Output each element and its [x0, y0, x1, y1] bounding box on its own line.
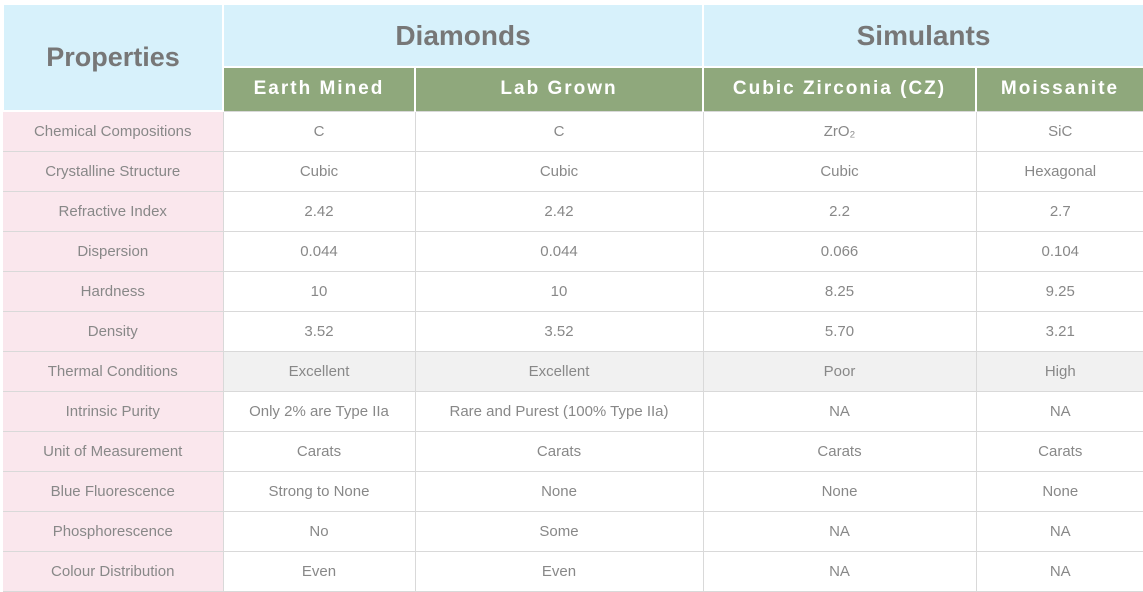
column-header-row: Earth Mined Lab Grown Cubic Zirconia (CZ… — [3, 66, 1143, 112]
cell-value: ZrO₂ — [702, 110, 977, 152]
cell-value: Excellent — [222, 350, 416, 392]
column-header-cubic-zirconia: Cubic Zirconia (CZ) — [702, 66, 978, 112]
cell-value: Only 2% are Type IIa — [222, 390, 416, 432]
cell-value: 10 — [414, 270, 704, 312]
column-header-earth-mined: Earth Mined — [222, 66, 416, 112]
cell-value: None — [414, 470, 704, 512]
row-label: Crystalline Structure — [3, 150, 224, 192]
cell-value: Strong to None — [222, 470, 416, 512]
cell-value: 2.2 — [702, 190, 977, 232]
table-row: Hardness 10 10 8.25 9.25 — [3, 270, 1143, 312]
cell-value: Cubic — [414, 150, 704, 192]
table-row: Intrinsic Purity Only 2% are Type IIa Rare… — [3, 390, 1143, 432]
table-row: Chemical Compositions C C ZrO₂ SiC — [3, 110, 1143, 152]
cell-value: SiC — [975, 110, 1143, 152]
table-row: Thermal Conditions Excellent Excellent Poor… — [3, 350, 1143, 392]
cell-value: None — [702, 470, 977, 512]
row-label: Refractive Index — [3, 190, 224, 232]
cell-value: Even — [414, 550, 704, 592]
row-label: Chemical Compositions — [3, 110, 224, 152]
cell-value: Rare and Purest (100% Type IIa) — [414, 390, 704, 432]
cell-value: NA — [702, 550, 977, 592]
cell-value: 9.25 — [975, 270, 1143, 312]
cell-value: Carats — [222, 430, 416, 472]
cell-value: 2.42 — [414, 190, 704, 232]
cell-value: NA — [702, 510, 977, 552]
cell-value: NA — [975, 390, 1143, 432]
cell-value: 0.104 — [975, 230, 1143, 272]
row-label: Unit of Measurement — [3, 430, 224, 472]
cell-value: Carats — [414, 430, 704, 472]
cell-value: No — [222, 510, 416, 552]
cell-value: Carats — [702, 430, 977, 472]
row-label: Colour Distribution — [3, 550, 224, 592]
comparison-table: Properties Diamonds Simulants Earth Mine… — [2, 3, 1143, 592]
cell-value: Excellent — [414, 350, 704, 392]
cell-value: Carats — [975, 430, 1143, 472]
cell-value: Cubic — [702, 150, 977, 192]
column-header-lab-grown: Lab Grown — [413, 66, 705, 112]
table-row: Density 3.52 3.52 5.70 3.21 — [3, 310, 1143, 352]
cell-value: NA — [975, 510, 1143, 552]
cell-value: 0.044 — [414, 230, 704, 272]
row-label: Dispersion — [3, 230, 224, 272]
cell-value: 3.52 — [222, 310, 416, 352]
cell-value: Poor — [702, 350, 977, 392]
group-header-diamonds: Diamonds — [221, 3, 705, 68]
table-row: Dispersion 0.044 0.044 0.066 0.104 — [3, 230, 1143, 272]
column-header-moissanite: Moissanite — [975, 66, 1143, 112]
row-label: Thermal Conditions — [3, 350, 224, 392]
group-header-row: Properties Diamonds Simulants — [2, 3, 1143, 112]
cell-value: 2.7 — [975, 190, 1143, 232]
group-header-simulants: Simulants — [702, 3, 1143, 68]
row-label: Intrinsic Purity — [3, 390, 224, 432]
cell-value: 8.25 — [702, 270, 977, 312]
cell-value: NA — [702, 390, 977, 432]
cell-value: 0.066 — [702, 230, 977, 272]
cell-value: Hexagonal — [975, 150, 1143, 192]
cell-value: 0.044 — [222, 230, 416, 272]
cell-value: C — [414, 110, 704, 152]
cell-value: C — [222, 110, 416, 152]
cell-value: High — [975, 350, 1143, 392]
cell-value: 3.52 — [414, 310, 704, 352]
table-body: Chemical Compositions C C ZrO₂ SiC Crystallin… — [3, 110, 1143, 592]
row-label: Density — [3, 310, 224, 352]
cell-value: Even — [222, 550, 416, 592]
table-row: Crystalline Structure Cubic Cubic Cubic Hexa… — [3, 150, 1143, 192]
cell-value: 10 — [222, 270, 416, 312]
row-label: Phosphorescence — [3, 510, 224, 552]
table-row: Unit of Measurement Carats Carats Carats Car… — [3, 430, 1143, 472]
row-label: Blue Fluorescence — [3, 470, 224, 512]
cell-value: NA — [975, 550, 1143, 592]
cell-value: 3.21 — [975, 310, 1143, 352]
table-row: Colour Distribution Even Even NA NA — [3, 550, 1143, 592]
cell-value: None — [975, 470, 1143, 512]
table-row: Phosphorescence No Some NA NA — [3, 510, 1143, 552]
properties-header-cell: Properties — [2, 3, 224, 112]
cell-value: Cubic — [222, 150, 416, 192]
cell-value: 5.70 — [702, 310, 977, 352]
row-label: Hardness — [3, 270, 224, 312]
cell-value: 2.42 — [222, 190, 416, 232]
table-row: Refractive Index 2.42 2.42 2.2 2.7 — [3, 190, 1143, 232]
cell-value: Some — [414, 510, 704, 552]
table-row: Blue Fluorescence Strong to None None None N… — [3, 470, 1143, 512]
